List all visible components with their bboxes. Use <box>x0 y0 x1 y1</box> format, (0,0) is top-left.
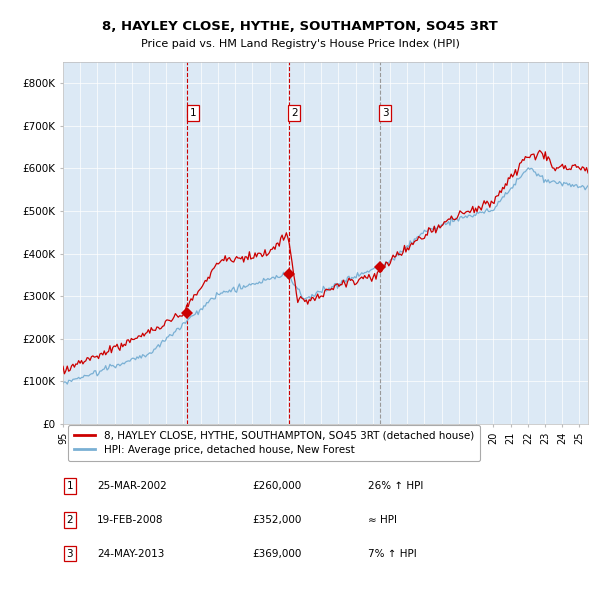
Text: 2: 2 <box>291 108 298 118</box>
Text: 8, HAYLEY CLOSE, HYTHE, SOUTHAMPTON, SO45 3RT: 8, HAYLEY CLOSE, HYTHE, SOUTHAMPTON, SO4… <box>102 20 498 33</box>
Text: ≈ HPI: ≈ HPI <box>367 514 397 525</box>
Text: 3: 3 <box>67 549 73 559</box>
Text: 1: 1 <box>67 481 73 491</box>
Text: 25-MAR-2002: 25-MAR-2002 <box>97 481 167 491</box>
Text: 26% ↑ HPI: 26% ↑ HPI <box>367 481 423 491</box>
Text: 3: 3 <box>382 108 388 118</box>
Text: 24-MAY-2013: 24-MAY-2013 <box>97 549 164 559</box>
Text: £260,000: £260,000 <box>252 481 301 491</box>
Text: £352,000: £352,000 <box>252 514 301 525</box>
Text: 19-FEB-2008: 19-FEB-2008 <box>97 514 164 525</box>
Text: 7% ↑ HPI: 7% ↑ HPI <box>367 549 416 559</box>
Text: £369,000: £369,000 <box>252 549 301 559</box>
Text: 1: 1 <box>190 108 196 118</box>
Legend: 8, HAYLEY CLOSE, HYTHE, SOUTHAMPTON, SO45 3RT (detached house), HPI: Average pri: 8, HAYLEY CLOSE, HYTHE, SOUTHAMPTON, SO4… <box>68 425 480 461</box>
Text: Price paid vs. HM Land Registry's House Price Index (HPI): Price paid vs. HM Land Registry's House … <box>140 40 460 49</box>
Text: 2: 2 <box>67 514 73 525</box>
